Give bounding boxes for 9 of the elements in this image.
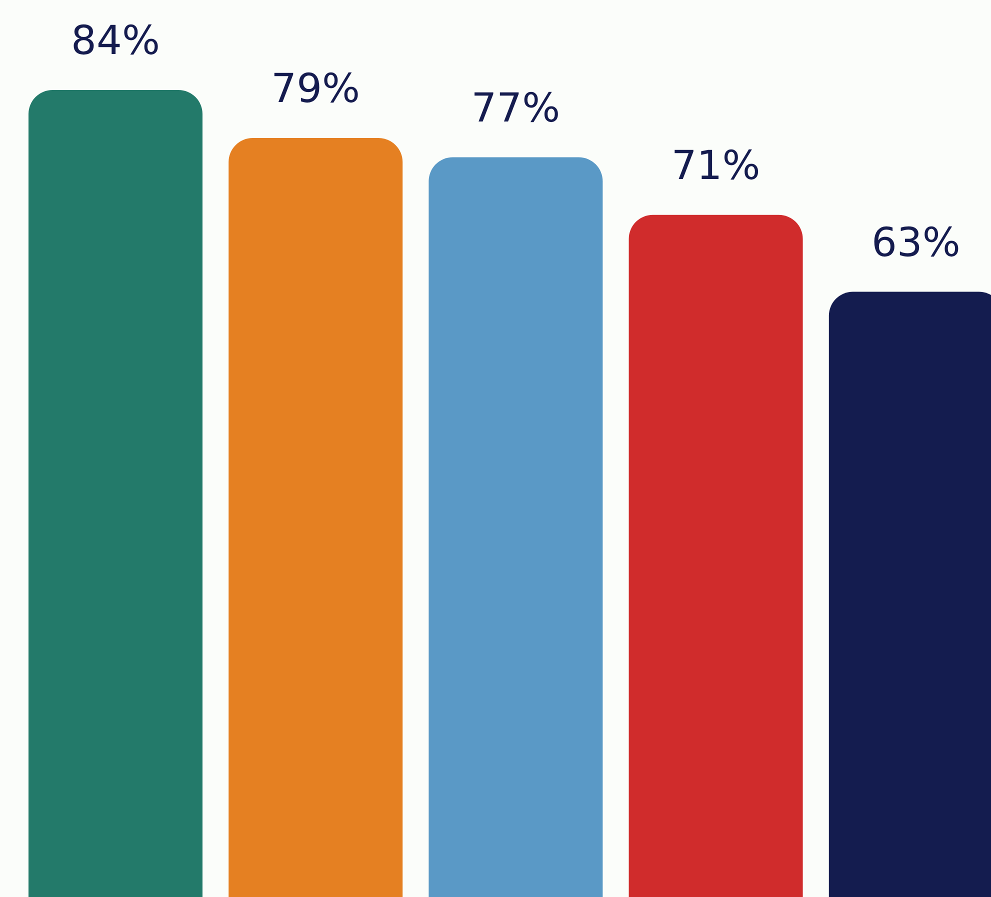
data-label: 71% <box>671 142 760 189</box>
data-label: 79% <box>271 66 360 112</box>
bar <box>28 90 202 897</box>
bar <box>228 138 403 897</box>
bar <box>428 157 603 897</box>
data-label: 63% <box>871 220 960 266</box>
bar <box>628 214 803 897</box>
data-label: 77% <box>471 85 560 132</box>
data-label: 84% <box>71 18 160 64</box>
